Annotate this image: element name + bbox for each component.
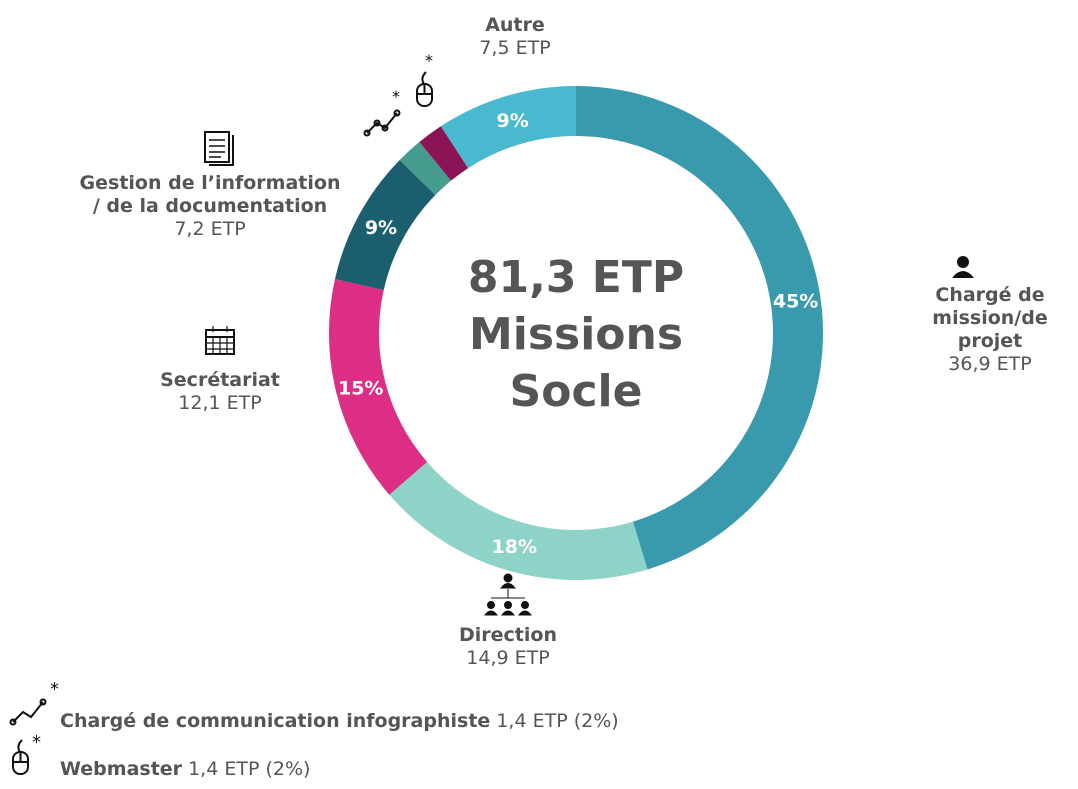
segment-label: Chargé de mission/de projet 36,9 ETP	[900, 284, 1078, 376]
percent-label: 45%	[773, 291, 818, 313]
legend-name: Chargé de communication infographiste	[60, 710, 491, 732]
svg-text:*: *	[32, 732, 41, 753]
donut-segment	[576, 86, 823, 570]
icon-org	[483, 573, 533, 616]
donut-segment	[399, 142, 452, 196]
legend-percent: (2%)	[265, 758, 311, 780]
svg-text:*: *	[50, 679, 59, 700]
legend-item: Chargé de communication infographiste 1,…	[60, 710, 619, 732]
segment-name: Secrétariat	[160, 369, 280, 391]
segment-name: Chargé de mission/de projet	[932, 284, 1048, 352]
legend-item: Webmaster 1,4 ETP (2%)	[60, 758, 310, 780]
segment-name: Gestion de l’information / de la documen…	[79, 172, 341, 217]
segment-label: Gestion de l’information / de la documen…	[74, 172, 346, 241]
icon-graph: *	[363, 87, 401, 137]
segment-name: Autre	[485, 14, 545, 36]
icon-person	[952, 256, 974, 278]
donut-segment	[334, 160, 436, 291]
icon-mouse: *	[416, 51, 433, 107]
percent-label: 9%	[497, 110, 529, 132]
donut-segment	[419, 126, 469, 181]
percent-label: 18%	[492, 536, 537, 558]
legend-value: 1,4 ETP	[496, 710, 568, 732]
percent-label: 9%	[365, 217, 397, 239]
icon-mouse-legend: *	[12, 732, 41, 775]
percent-label: 15%	[338, 377, 383, 399]
icon-document	[204, 131, 234, 166]
legend-name: Webmaster	[60, 758, 183, 780]
donut-segment	[329, 279, 428, 495]
center-label: 81,3 ETP	[468, 252, 684, 303]
segment-name: Direction	[459, 624, 557, 646]
segment-value: 14,9 ETP	[466, 647, 550, 669]
icon-calendar	[205, 326, 235, 355]
svg-text:*: *	[392, 87, 400, 106]
center-label: Socle	[510, 366, 643, 417]
center-label: Missions	[469, 309, 683, 360]
legend-value: 1,4 ETP	[188, 758, 260, 780]
segment-label: Autre 7,5 ETP	[415, 14, 615, 60]
legend-percent: (2%)	[573, 710, 619, 732]
segment-value: 7,5 ETP	[479, 37, 551, 59]
segment-value: 12,1 ETP	[178, 392, 262, 414]
icon-graph-legend: *	[9, 679, 59, 726]
donut-segment	[389, 462, 648, 580]
segment-value: 36,9 ETP	[948, 353, 1032, 375]
svg-text:*: *	[425, 51, 433, 70]
donut-segment	[440, 86, 576, 169]
segment-label: Direction 14,9 ETP	[358, 624, 658, 670]
segment-value: 7,2 ETP	[174, 218, 246, 240]
segment-label: Secrétariat 12,1 ETP	[70, 369, 370, 415]
